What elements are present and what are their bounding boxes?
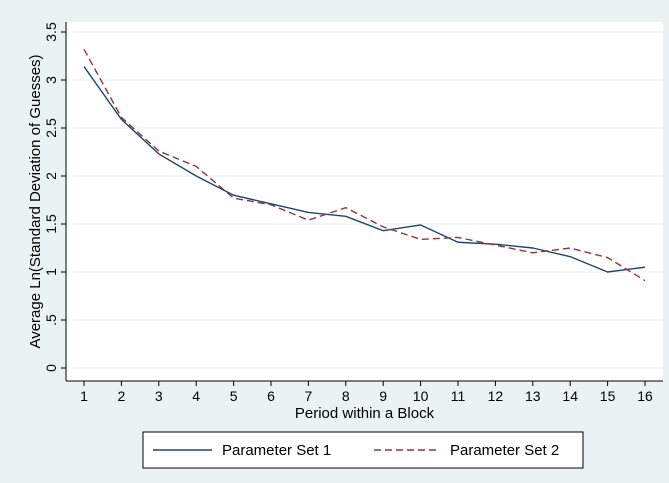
x-tick-label: 1: [80, 388, 88, 404]
x-tick-label: 9: [379, 388, 387, 404]
x-tick-label: 2: [118, 388, 126, 404]
legend-box: [142, 431, 584, 469]
x-tick-label: 16: [637, 388, 653, 404]
x-tick-label: 6: [267, 388, 275, 404]
y-tick-label: .5: [43, 314, 59, 326]
y-tick-label: 1: [43, 268, 59, 276]
legend-label-parameter-set-2: Parameter Set 2: [450, 442, 559, 459]
y-tick-label: 2.5: [43, 118, 59, 138]
y-tick-label: 0: [43, 364, 59, 372]
legend: Parameter Set 1 Parameter Set 2: [142, 431, 584, 469]
legend-label-parameter-set-1: Parameter Set 1: [222, 442, 331, 459]
y-tick-label: 1.5: [43, 214, 59, 234]
x-tick-label: 4: [192, 388, 200, 404]
y-tick-label: 2: [43, 172, 59, 180]
x-tick-label: 10: [413, 388, 429, 404]
x-tick-label: 13: [525, 388, 541, 404]
x-tick-label: 8: [342, 388, 350, 404]
x-tick-label: 3: [155, 388, 163, 404]
x-tick-label: 5: [230, 388, 238, 404]
x-tick-label: 12: [488, 388, 504, 404]
y-axis-ticks: 0 .5 1 1.5 2 2.5 3 3.5: [43, 22, 66, 372]
y-tick-label: 3: [43, 76, 59, 84]
series-line-2: [83, 48, 646, 282]
y-axis-label: Average Ln(Standard Deviation of Guesses…: [27, 54, 44, 348]
x-axis-ticks: 1 2 3 4 5 6 7 8 9 10 11 12 13 14 15 16: [80, 381, 653, 404]
series-line-1: [83, 66, 646, 273]
grid-lines: [66, 31, 663, 369]
x-tick-label: 7: [305, 388, 313, 404]
plot-area: [66, 22, 663, 381]
x-axis-label: Period within a Block: [295, 405, 435, 422]
y-tick-label: 3.5: [43, 22, 59, 42]
x-tick-label: 11: [451, 388, 466, 404]
x-tick-label: 15: [600, 388, 616, 404]
series-lines: [83, 48, 646, 282]
x-tick-label: 14: [562, 388, 578, 404]
